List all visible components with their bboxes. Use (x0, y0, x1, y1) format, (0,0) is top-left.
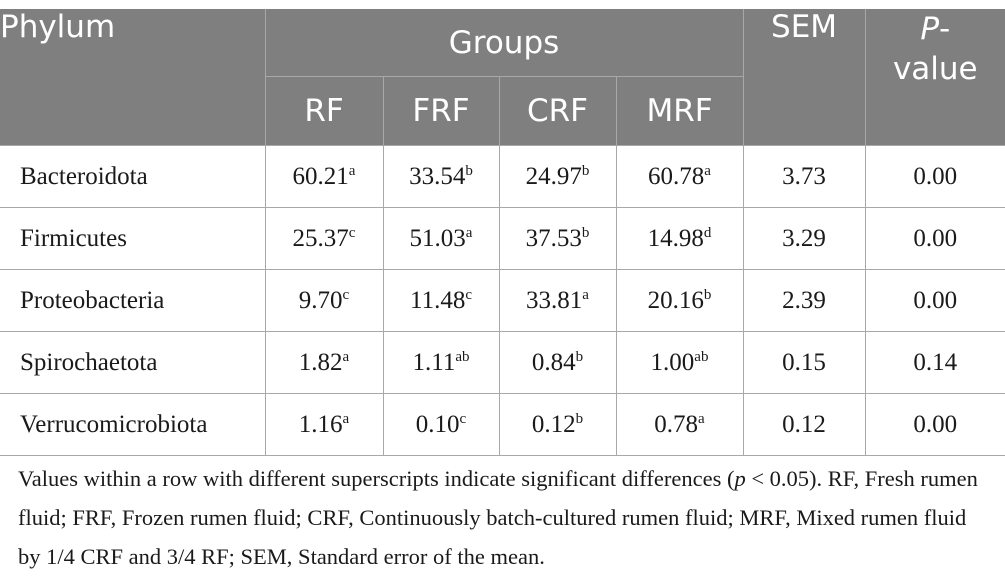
cell-value: 60.78 (648, 162, 705, 190)
value-cell: 9.70c (264, 269, 384, 332)
value-cell: 33.81a (498, 269, 617, 332)
cell-value: 1.11 (412, 348, 456, 376)
cell-value: 33.81 (526, 286, 583, 314)
sem-cell: 2.39 (742, 269, 866, 332)
cell-superscript: a (465, 224, 473, 241)
cell-value: 37.53 (525, 224, 582, 252)
phylum-table: Phylum Groups SEM P- value RF FRF CRF MRF… (0, 9, 1005, 456)
value-cell: 0.78a (615, 393, 744, 456)
footnote-text-start: Values within a row with different super… (18, 466, 735, 491)
value-cell: 60.78a (615, 145, 744, 208)
group-header-crf: CRF (498, 76, 617, 146)
cell-superscript: a (704, 162, 711, 179)
footnote-p-symbol: p (734, 466, 746, 491)
cell-superscript: b (703, 286, 712, 303)
cell-superscript: b (575, 410, 584, 427)
cell-value: 60.21 (292, 162, 349, 190)
cell-value: 9.70 (298, 286, 343, 314)
value-cell: 1.11ab (382, 331, 500, 394)
sem-cell: 0.12 (742, 393, 866, 456)
group-header-rf: RF (265, 76, 384, 146)
sem-cell: 3.29 (742, 207, 866, 270)
value-cell: 37.53b (498, 207, 617, 270)
cell-value: 25.37 (292, 224, 349, 252)
cell-value: 1.82 (298, 348, 343, 376)
p-value-cell: 0.00 (864, 145, 1005, 208)
cell-superscript: d (703, 224, 712, 241)
p-value-cell: 0.00 (864, 393, 1005, 456)
value-cell: 11.48c (382, 269, 500, 332)
cell-value: 24.97 (525, 162, 582, 190)
cell-superscript: b (581, 162, 590, 179)
p-label: P (920, 11, 940, 47)
sem-cell: 0.15 (742, 331, 866, 394)
p-value-cell: 0.14 (864, 331, 1005, 394)
table-row: Verrucomicrobiota 1.16a 0.10c 0.12b 0.78… (0, 393, 1005, 456)
table-row: Bacteroidota 60.21a 33.54b 24.97b 60.78a… (0, 145, 1005, 208)
sem-header: SEM (742, 9, 866, 146)
value-cell: 25.37c (264, 207, 384, 270)
value-cell: 0.10c (382, 393, 500, 456)
cell-value: 11.48 (410, 286, 466, 314)
value-cell: 20.16b (615, 269, 744, 332)
cell-superscript: a (698, 410, 705, 427)
table-row: Spirochaetota 1.82a 1.11ab 0.84b 1.00ab … (0, 331, 1005, 394)
cell-superscript: b (575, 348, 584, 365)
cell-superscript: ab (455, 348, 470, 365)
phylum-name: Spirochaetota (0, 331, 266, 394)
cell-value: 14.98 (647, 224, 704, 252)
value-cell: 51.03a (382, 207, 500, 270)
cell-superscript: c (342, 286, 350, 303)
value-cell: 1.82a (264, 331, 384, 394)
cell-superscript: a (342, 348, 350, 365)
value-cell: 0.84b (498, 331, 617, 394)
phylum-name: Bacteroidota (0, 145, 266, 208)
table-header: Phylum Groups SEM P- value RF FRF CRF MRF (0, 9, 1005, 146)
table-row: Proteobacteria 9.70c 11.48c 33.81a 20.16… (0, 269, 1005, 332)
value-cell: 60.21a (264, 145, 384, 208)
cell-value: 33.54 (409, 162, 466, 190)
cell-value: 0.78 (654, 410, 699, 438)
value-cell: 24.97b (498, 145, 617, 208)
cell-superscript: b (465, 162, 473, 179)
cell-value: 0.12 (531, 410, 576, 438)
cell-superscript: ab (694, 348, 709, 365)
cell-superscript: c (465, 286, 472, 303)
cell-value: 1.16 (298, 410, 343, 438)
group-header-frf: FRF (382, 76, 500, 146)
value-cell: 14.98d (615, 207, 744, 270)
p-value-cell: 0.00 (864, 207, 1005, 270)
cell-value: 51.03 (409, 224, 466, 252)
cell-superscript: c (459, 410, 467, 427)
cell-superscript: c (348, 224, 356, 241)
p-suffix: - (939, 11, 951, 47)
footnote-text-end: < 0.05). RF, Fresh rumen fluid; FRF, Fro… (18, 466, 978, 569)
value-cell: 0.12b (498, 393, 617, 456)
p-value-cell: 0.00 (864, 269, 1005, 332)
value-cell: 1.00ab (615, 331, 744, 394)
table-body: Bacteroidota 60.21a 33.54b 24.97b 60.78a… (0, 145, 1005, 456)
sem-cell: 3.73 (742, 145, 866, 208)
phylum-name: Proteobacteria (0, 269, 266, 332)
cell-superscript: b (581, 224, 590, 241)
group-header-mrf: MRF (615, 76, 744, 146)
cell-superscript: a (348, 162, 356, 179)
phylum-name: Firmicutes (0, 207, 266, 270)
cell-value: 0.10 (415, 410, 460, 438)
phylum-name: Verrucomicrobiota (0, 393, 266, 456)
cell-value: 1.00 (650, 348, 695, 376)
groups-header: Groups (264, 9, 744, 77)
cell-value: 0.84 (531, 348, 576, 376)
cell-superscript: a (342, 410, 350, 427)
cell-superscript: a (582, 286, 589, 303)
table-footnote: Values within a row with different super… (18, 459, 993, 576)
table-row: Firmicutes 25.37c 51.03a 37.53b 14.98d 3… (0, 207, 1005, 270)
phylum-header: Phylum (0, 9, 266, 146)
value-cell: 33.54b (382, 145, 500, 208)
value-cell: 1.16a (264, 393, 384, 456)
cell-value: 20.16 (647, 286, 704, 314)
p-value-word: value (892, 51, 978, 87)
p-value-header: P- value (864, 9, 1005, 146)
